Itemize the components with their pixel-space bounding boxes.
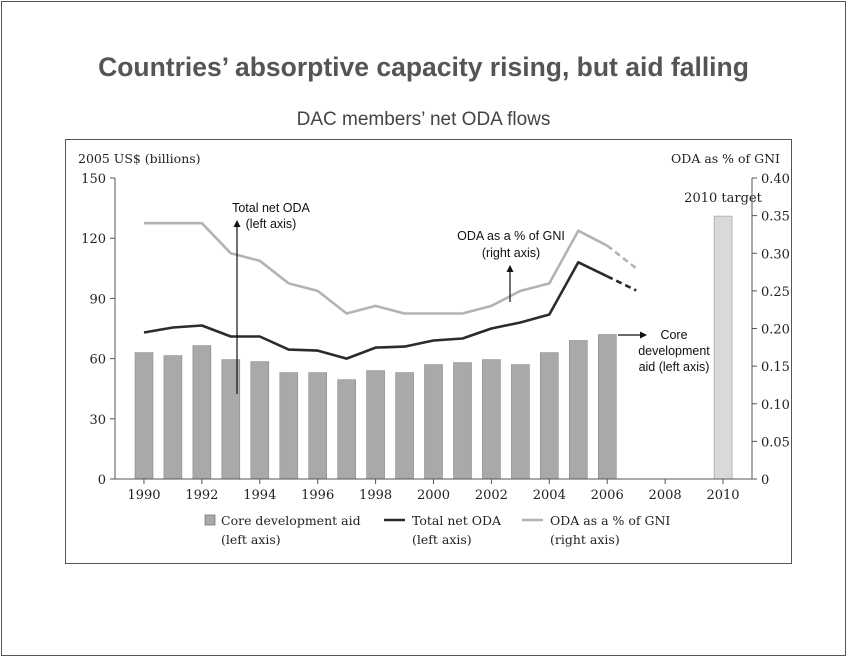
right-tick-label: 0	[761, 473, 769, 488]
annot-total-arrow-head	[233, 220, 241, 227]
annot-core-line3: aid (left axis)	[639, 360, 710, 374]
x-tick-label: 2006	[591, 488, 624, 503]
legend-sublabel: (right axis)	[550, 532, 620, 547]
x-tick-label: 1990	[127, 488, 160, 503]
right-tick-label: 0.35	[761, 210, 790, 225]
bar-2010-target	[713, 215, 733, 480]
chart-box	[65, 139, 792, 564]
left-tick-label: 60	[89, 353, 106, 368]
x-tick-label: 2004	[533, 488, 566, 503]
bar-core-2003	[511, 364, 530, 480]
bar-core-1991	[163, 355, 183, 480]
bar-core-1996	[308, 372, 328, 480]
total-net-oda-line	[143, 260, 608, 360]
bar-core-1994	[250, 361, 270, 480]
bar-core-2006	[597, 334, 617, 480]
chart-subtitle: DAC members’ net ODA flows	[296, 109, 551, 130]
right-tick-label: 0.25	[761, 285, 790, 300]
left-tick-label: 120	[81, 232, 106, 247]
bar-core-2001	[453, 362, 472, 480]
legend-label: Total net ODA	[412, 513, 502, 528]
oda-pct-gni-line	[144, 221, 608, 315]
target-label: 2010 target	[684, 191, 762, 206]
x-tick-label: 2000	[417, 488, 450, 503]
bar-core-1998	[366, 370, 385, 480]
annot-core-arrow-head	[640, 331, 647, 339]
bar-core-2005	[568, 340, 588, 480]
x-tick-label: 1994	[243, 488, 276, 503]
bar-core-1995	[279, 372, 299, 480]
annot-pct-line2: (right axis)	[482, 246, 540, 260]
right-tick-label: 0.30	[761, 247, 790, 262]
bar-core-1999	[395, 372, 414, 480]
legend-sublabel: (left axis)	[221, 532, 281, 547]
x-tick-label: 1992	[185, 488, 218, 503]
right-axis-title: ODA as % of GNI	[671, 151, 780, 166]
annot-core-line1: Core	[660, 328, 687, 342]
annot-total-line2: (left axis)	[246, 217, 297, 231]
x-tick-label: 2008	[649, 488, 682, 503]
right-tick-label: 0.10	[761, 398, 790, 413]
bar-core-2004	[539, 352, 559, 480]
legend-sublabel: (left axis)	[412, 532, 472, 547]
x-tick-label: 2010	[706, 488, 739, 503]
left-tick-label: 150	[81, 172, 106, 187]
annot-pct-arrow-head	[506, 265, 514, 272]
legend-swatch-core	[204, 514, 216, 526]
bar-core-2002	[482, 359, 501, 480]
legend-label: Core development aid	[221, 513, 361, 528]
left-axis-title: 2005 US$ (billions)	[78, 151, 201, 166]
bar-core-1992	[192, 345, 212, 480]
total-net-oda-projection	[606, 275, 637, 292]
left-tick-label: 30	[89, 413, 106, 428]
bar-core-1990	[134, 352, 154, 480]
oda-pct-gni-projection	[606, 244, 637, 270]
right-tick-label: 0.20	[761, 323, 790, 338]
x-tick-label: 2002	[475, 488, 508, 503]
bar-core-2000	[424, 364, 443, 480]
annot-pct-line1: ODA as a % of GNI	[457, 229, 565, 243]
slide-title: Countries’ absorptive capacity rising, b…	[98, 52, 749, 82]
right-tick-label: 0.05	[761, 435, 790, 450]
x-tick-label: 1998	[359, 488, 392, 503]
left-tick-label: 0	[98, 473, 106, 488]
bar-core-1997	[337, 379, 357, 480]
legend-label: ODA as a % of GNI	[550, 513, 670, 528]
left-tick-label: 90	[89, 292, 106, 307]
annot-core-line2: development	[638, 344, 710, 358]
right-tick-label: 0.15	[761, 360, 790, 375]
x-tick-label: 1996	[301, 488, 334, 503]
annot-total-line1: Total net ODA	[232, 201, 310, 215]
right-tick-label: 0.40	[761, 172, 790, 187]
